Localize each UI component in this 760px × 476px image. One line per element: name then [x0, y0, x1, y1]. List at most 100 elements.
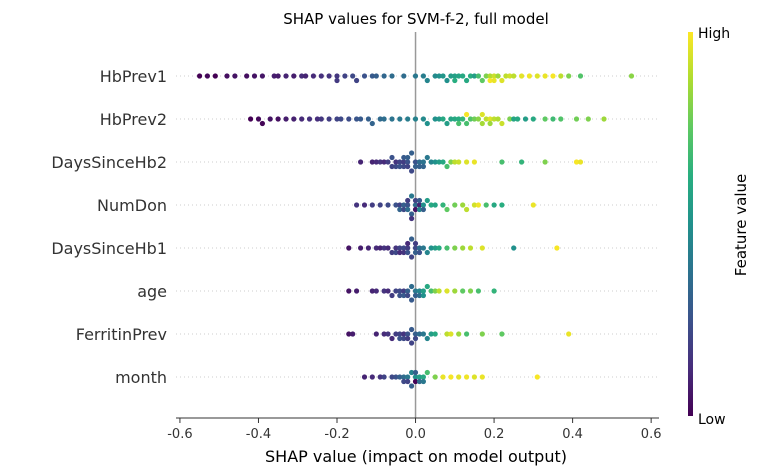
- shap-point: [385, 159, 391, 165]
- shap-point: [483, 202, 489, 208]
- shap-point: [314, 116, 320, 122]
- shap-point: [409, 383, 415, 389]
- shap-point: [381, 245, 387, 251]
- shap-point: [456, 331, 462, 337]
- x-tick-label: 0.0: [405, 427, 426, 442]
- shap-point: [373, 159, 379, 165]
- shap-point: [467, 73, 474, 79]
- shap-point: [393, 163, 399, 170]
- shap-point: [452, 116, 458, 122]
- shap-point: [412, 163, 419, 170]
- shap-point: [416, 159, 423, 165]
- shap-point: [412, 197, 419, 204]
- shap-point: [424, 120, 430, 127]
- shap-point: [428, 159, 434, 165]
- shap-point: [389, 292, 395, 299]
- shap-point: [495, 116, 501, 122]
- shap-point: [416, 197, 423, 204]
- shap-point: [369, 159, 375, 165]
- shap-point: [444, 77, 450, 84]
- shap-point: [416, 202, 423, 208]
- shap-point: [475, 73, 481, 79]
- shap-point: [354, 77, 360, 84]
- shap-point: [401, 374, 407, 380]
- shap-point: [342, 73, 348, 79]
- shap-point: [471, 374, 477, 380]
- shap-point: [338, 116, 344, 122]
- shap-point: [397, 206, 403, 213]
- shap-point: [456, 116, 462, 122]
- feature-label: FerritinPrev: [76, 325, 167, 344]
- shap-point: [424, 197, 430, 204]
- shap-point: [350, 331, 356, 337]
- shap-point: [393, 245, 399, 251]
- shap-point: [440, 202, 446, 208]
- shap-point: [432, 331, 438, 337]
- shap-point: [369, 202, 375, 208]
- shap-point: [381, 331, 387, 337]
- shap-point: [479, 374, 485, 380]
- shap-point: [318, 73, 324, 79]
- shap-point: [409, 326, 415, 333]
- shap-point: [444, 331, 450, 337]
- shap-point: [416, 249, 423, 256]
- feature-label: NumDon: [97, 196, 167, 215]
- shap-point: [326, 73, 332, 79]
- shap-point: [471, 202, 477, 208]
- shap-point: [440, 159, 446, 165]
- shap-point: [424, 283, 430, 290]
- shap-point: [471, 116, 477, 122]
- shap-point: [448, 116, 454, 122]
- shap-point: [456, 159, 462, 165]
- shap-point: [530, 202, 536, 208]
- shap-point: [358, 245, 364, 251]
- shap-point: [444, 245, 450, 251]
- shap-point: [377, 245, 383, 251]
- shap-point: [365, 116, 371, 122]
- shap-point: [401, 73, 407, 79]
- shap-point: [511, 245, 517, 251]
- shap-point: [573, 116, 580, 122]
- shap-point: [420, 374, 426, 380]
- shap-point: [444, 120, 450, 127]
- shap-point: [373, 331, 379, 337]
- shap-point: [405, 331, 411, 337]
- shap-point: [491, 73, 497, 79]
- shap-point: [401, 288, 407, 294]
- shap-point: [358, 116, 364, 122]
- shap-point: [471, 73, 477, 79]
- shap-point: [397, 159, 403, 165]
- shap-point: [401, 292, 407, 299]
- shap-point: [197, 73, 203, 79]
- shap-point: [487, 120, 493, 127]
- shap-point: [334, 116, 340, 122]
- shap-point: [412, 335, 419, 342]
- shap-point: [471, 159, 477, 165]
- shap-point: [224, 73, 230, 79]
- shap-point: [499, 120, 505, 127]
- shap-point: [381, 116, 387, 122]
- shap-point: [534, 73, 540, 79]
- shap-point: [464, 206, 470, 213]
- shap-point: [283, 73, 289, 79]
- shap-point: [460, 202, 466, 208]
- shap-point: [550, 116, 556, 122]
- shap-point: [550, 73, 556, 79]
- shap-point: [326, 116, 332, 122]
- shap-point: [409, 297, 415, 303]
- shap-point: [405, 154, 411, 161]
- x-axis-label: SHAP value (impact on model output): [265, 447, 567, 466]
- shap-point: [405, 288, 411, 294]
- shap-point: [381, 159, 387, 165]
- shap-point: [310, 73, 316, 79]
- shap-point: [432, 374, 438, 380]
- shap-point: [577, 159, 584, 165]
- shap-point: [389, 374, 395, 380]
- shap-point: [405, 163, 411, 170]
- shap-point: [346, 331, 352, 337]
- shap-point: [507, 116, 513, 122]
- shap-point: [416, 374, 423, 380]
- shap-point: [361, 73, 368, 79]
- shap-point: [412, 374, 419, 380]
- shap-point: [409, 215, 415, 222]
